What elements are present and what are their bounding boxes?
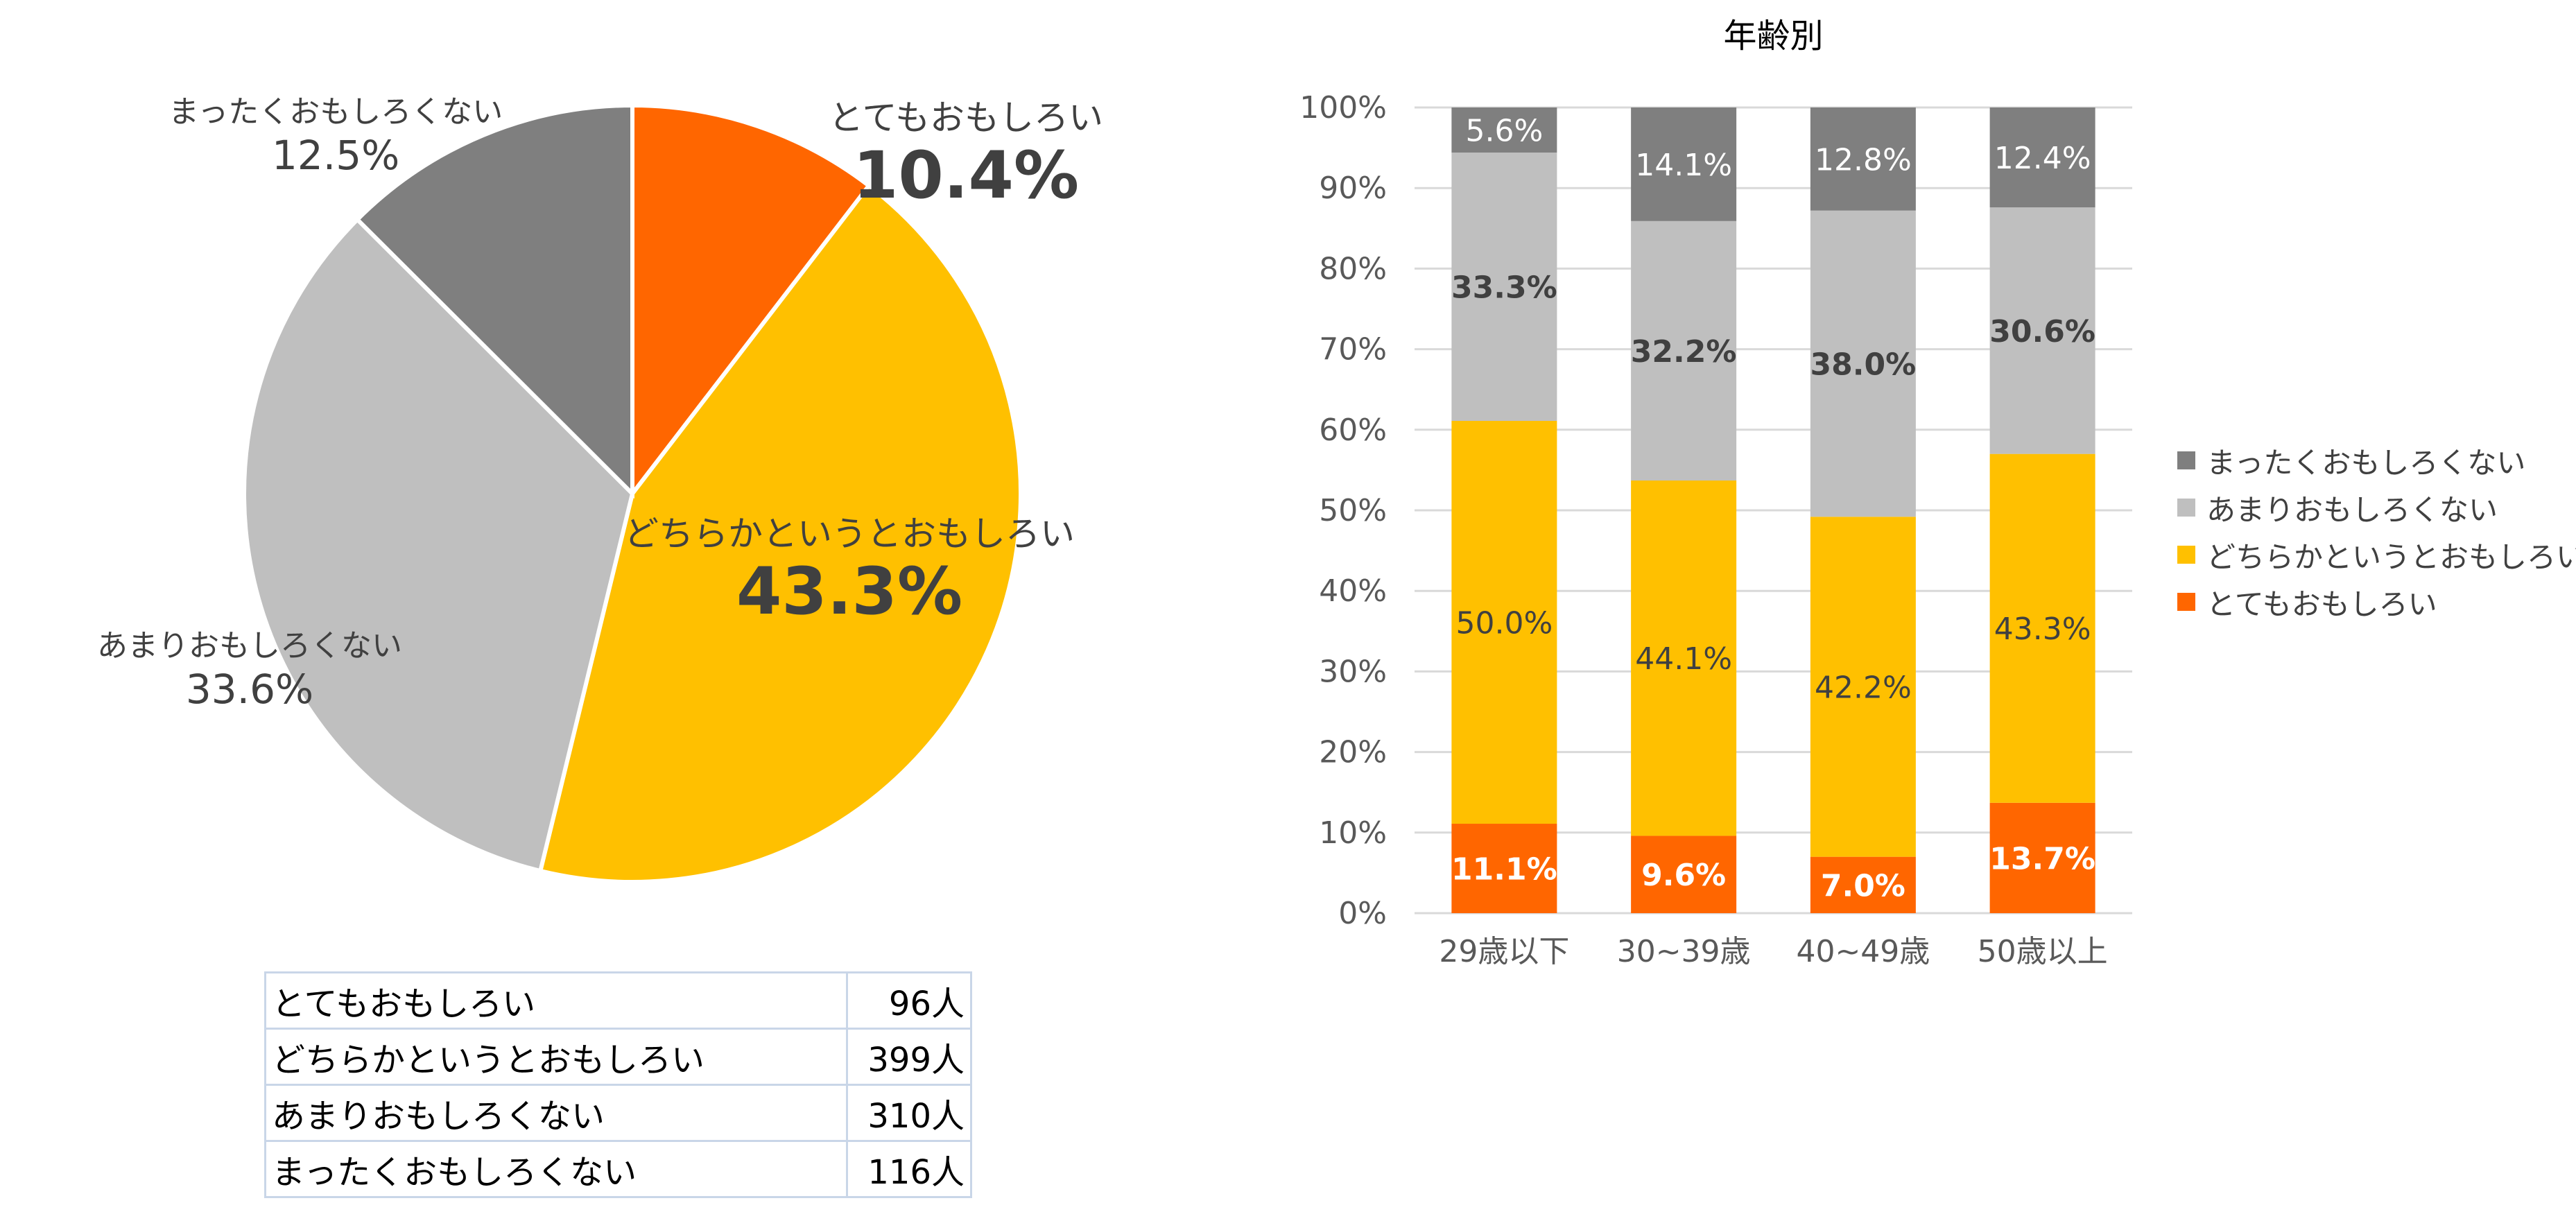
pie-label-somewhat-interesting: どちらかというとおもしろい 43.3%	[624, 513, 1075, 630]
bar-segment	[1989, 802, 2095, 913]
pie-label-percent: 12.5%	[271, 132, 400, 179]
pie-slice	[537, 182, 1023, 884]
y-tick-label: 0%	[1338, 896, 1387, 931]
x-tick-label: 40~49歳	[1796, 934, 1930, 969]
bar-data-label: 11.1%	[1451, 852, 1557, 888]
legend-item-not-interesting-at-all: まったくおもしろくない	[2177, 437, 2576, 484]
bar-data-label: 43.3%	[1994, 612, 2091, 647]
x-tick-label: 30~39歳	[1617, 934, 1751, 969]
bar-data-label: 12.4%	[1994, 141, 2091, 176]
pie-label-not-very-interesting: あまりおもしろくない 33.6%	[97, 627, 402, 713]
legend-label: どちらかというとおもしろい	[2206, 539, 2576, 574]
table-cell-category: まったくおもしろくない	[264, 1140, 848, 1198]
count-table: とてもおもしろい 96人 どちらかというとおもしろい 399人 あまりおもしろく…	[264, 971, 972, 1198]
bar-segment	[1451, 107, 1557, 153]
y-tick-label: 50%	[1319, 493, 1387, 528]
pie-label-category: どちらかというとおもしろい	[624, 514, 1075, 554]
legend-swatch	[2177, 546, 2195, 564]
table-cell-count: 96人	[846, 971, 972, 1030]
bar-segment	[1631, 481, 1737, 836]
legend-item-not-very-interesting: あまりおもしろくない	[2177, 484, 2576, 531]
bar-segment	[1989, 453, 2095, 803]
bar-segment	[1451, 153, 1557, 422]
legend-label: あまりおもしろくない	[2206, 492, 2498, 527]
bar-segment	[1989, 107, 2095, 208]
bar-data-label: 12.8%	[1815, 142, 1912, 178]
y-tick-label: 20%	[1319, 735, 1387, 770]
bar-data-label: 9.6%	[1641, 858, 1726, 893]
stacked-bar-chart: 年齢別 0% 10% 20% 30% 40% 50% 60% 70% 80% 90% 100% 11.1…	[1299, 17, 2132, 969]
y-tick-label: 90%	[1319, 171, 1387, 206]
x-tick-label: 29歳以下	[1439, 934, 1569, 969]
bar-segment	[1631, 107, 1737, 221]
table-row: まったくおもしろくない 116人	[264, 1140, 972, 1198]
bar-chart-title: 年齢別	[1723, 17, 1823, 55]
bar-segment	[1451, 421, 1557, 824]
y-tick-label: 80%	[1319, 251, 1387, 286]
bar-data-label: 33.3%	[1451, 270, 1557, 306]
bar-data-label: 38.0%	[1810, 347, 1917, 383]
legend-swatch	[2177, 499, 2195, 517]
bar-data-label: 44.1%	[1635, 641, 1732, 677]
bar-segment	[1810, 856, 1916, 913]
legend-label: まったくおもしろくない	[2206, 445, 2526, 480]
table-row: とてもおもしろい 96人	[264, 971, 972, 1030]
bar-segment	[1631, 220, 1737, 481]
pie-slice	[354, 103, 634, 499]
y-tick-label: 40%	[1319, 573, 1387, 609]
bar-segment	[1451, 824, 1557, 913]
bar-segment	[1989, 207, 2095, 454]
pie-label-category: とてもおもしろい	[829, 98, 1103, 138]
pie-slice	[242, 216, 635, 874]
y-tick-label: 70%	[1319, 332, 1387, 367]
pie-label-percent: 43.3%	[736, 554, 963, 630]
bar-segment	[1810, 210, 1916, 517]
bar-data-label: 32.2%	[1631, 334, 1737, 370]
pie-label-category: あまりおもしろくない	[97, 628, 402, 664]
bar-data-label: 13.7%	[1989, 841, 2095, 876]
y-tick-label: 30%	[1319, 654, 1387, 689]
pie-chart	[242, 103, 1023, 884]
bar-segment	[1810, 517, 1916, 857]
bar-data-label: 30.6%	[1989, 314, 2095, 349]
pie-slice	[630, 103, 872, 500]
bar-segment	[1631, 836, 1737, 913]
table-row: どちらかというとおもしろい 399人	[264, 1028, 972, 1086]
table-cell-count: 399人	[846, 1028, 972, 1086]
legend-label: とてもおもしろい	[2206, 587, 2437, 621]
y-tick-label: 60%	[1319, 413, 1387, 448]
bar-chart-legend: まったくおもしろくない あまりおもしろくない どちらかというとおもしろい とても…	[2177, 437, 2576, 625]
table-cell-category: とてもおもしろい	[264, 971, 848, 1030]
table-row: あまりおもしろくない 310人	[264, 1084, 972, 1142]
legend-swatch	[2177, 593, 2195, 611]
legend-swatch	[2177, 451, 2195, 469]
table-cell-category: どちらかというとおもしろい	[264, 1028, 848, 1086]
legend-item-somewhat-interesting: どちらかというとおもしろい	[2177, 531, 2576, 578]
pie-label-percent: 33.6%	[185, 666, 314, 713]
legend-item-very-interesting: とてもおもしろい	[2177, 578, 2576, 625]
y-tick-label: 100%	[1299, 90, 1387, 125]
bar-data-label: 14.1%	[1635, 148, 1732, 183]
y-tick-label: 10%	[1319, 815, 1387, 851]
pie-label-percent: 10.4%	[852, 138, 1080, 214]
bar-data-label: 7.0%	[1821, 868, 1905, 903]
table-cell-count: 116人	[846, 1140, 972, 1198]
bar-data-label: 5.6%	[1465, 114, 1543, 149]
pie-label-not-interesting-at-all: まったくおもしろくない 12.5%	[168, 94, 503, 180]
pie-label-category: まったくおもしろくない	[168, 94, 503, 130]
table-cell-count: 310人	[846, 1084, 972, 1142]
table-cell-category: あまりおもしろくない	[264, 1084, 848, 1142]
pie-label-very-interesting: とてもおもしろい 10.4%	[829, 97, 1103, 214]
bar-data-label: 50.0%	[1455, 606, 1553, 641]
bar-data-label: 42.2%	[1815, 670, 1912, 705]
bar-segment	[1810, 107, 1916, 211]
x-tick-label: 50歳以上	[1978, 934, 2108, 969]
